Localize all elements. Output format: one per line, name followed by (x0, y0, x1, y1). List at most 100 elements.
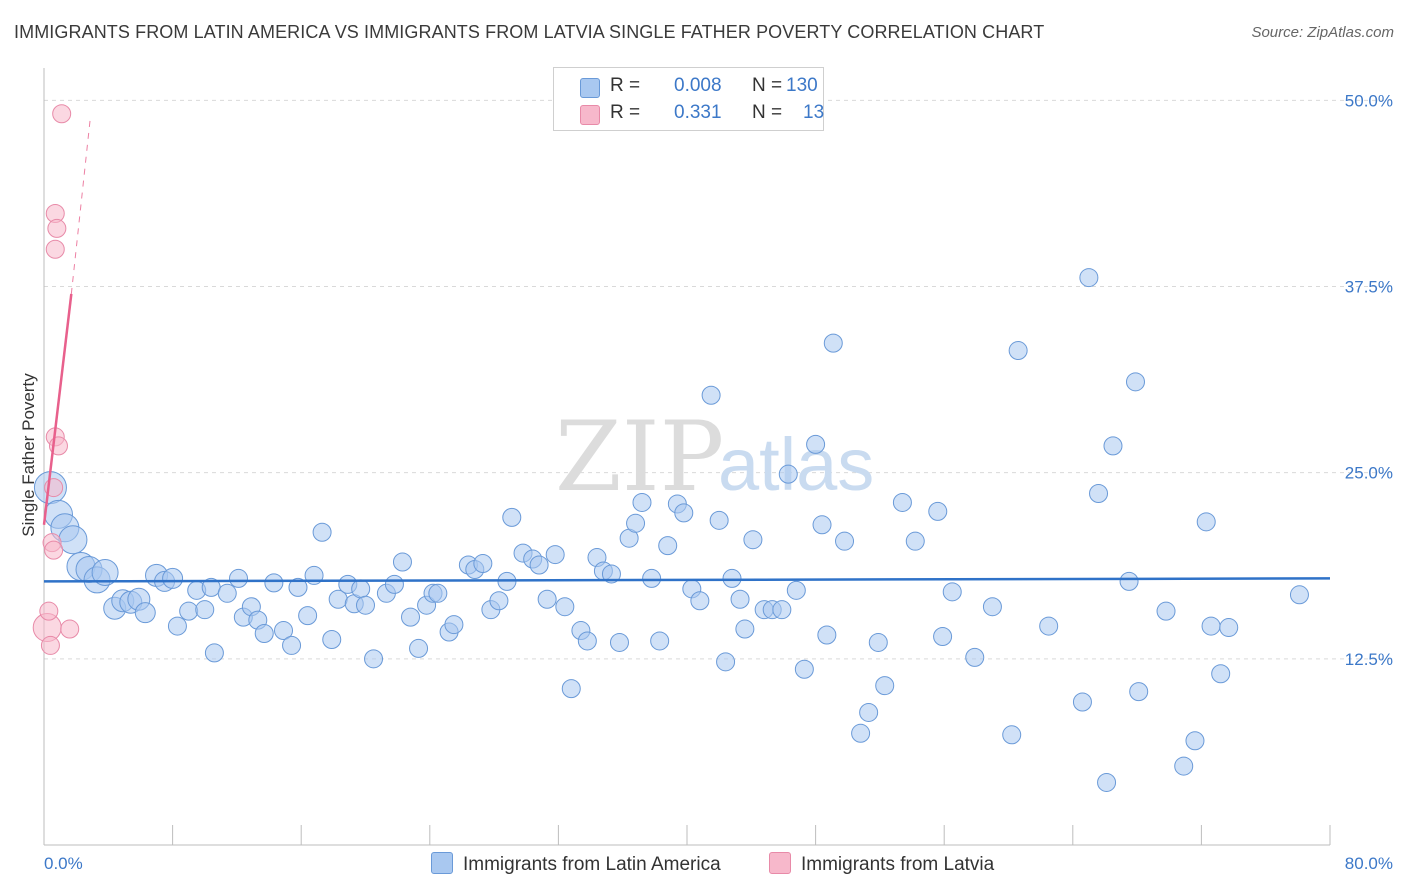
data-point (52, 104, 72, 124)
tick-labels: 12.5% 25.0% 37.5% 50.0% 0.0% 80.0% (44, 91, 1393, 873)
data-point (1079, 268, 1099, 288)
data-point (609, 632, 629, 652)
data-point (47, 218, 67, 238)
data-point (709, 510, 729, 530)
data-point (772, 600, 792, 620)
data-point (473, 554, 493, 574)
data-point (502, 507, 522, 527)
x-tick-label: 80.0% (1345, 854, 1393, 873)
x-tick-label: 0.0% (44, 854, 83, 873)
y-tick-label: 25.0% (1345, 464, 1393, 483)
data-point (965, 647, 985, 667)
data-point (401, 607, 421, 627)
data-point (162, 567, 184, 589)
data-point (1185, 731, 1205, 751)
data-point (264, 573, 284, 593)
data-point (288, 577, 308, 597)
data-point (561, 679, 581, 699)
legend-swatch-pink (580, 105, 600, 125)
legend-r-label: R = (610, 102, 641, 123)
data-point (392, 552, 412, 572)
data-point (722, 568, 742, 588)
data-point (545, 545, 565, 565)
data-point (690, 591, 710, 611)
y-tick-label: 12.5% (1345, 650, 1393, 669)
data-point (1103, 436, 1123, 456)
data-point (875, 676, 895, 696)
data-point (701, 385, 721, 405)
data-point (1125, 372, 1145, 392)
data-point (384, 574, 404, 594)
data-point (44, 540, 64, 560)
data-point (364, 649, 384, 669)
series-latvia-points (32, 104, 80, 655)
data-point (626, 513, 646, 533)
data-point (851, 723, 871, 743)
data-point (778, 464, 798, 484)
trend-line-latin-america (43, 577, 1331, 583)
data-point (351, 579, 371, 599)
data-point (942, 582, 962, 602)
data-point (322, 629, 342, 649)
legend-r-value: 0.331 (674, 102, 722, 123)
data-point (650, 631, 670, 651)
bottom-legend-swatch-pink (769, 852, 791, 874)
data-point (58, 525, 88, 555)
data-point (859, 702, 879, 722)
data-point (312, 522, 332, 542)
data-point (806, 434, 826, 454)
source-label: Source: ZipAtlas.com (1251, 24, 1394, 41)
data-point (601, 564, 621, 584)
data-point (1002, 725, 1022, 745)
legend-r-value: 0.008 (674, 75, 722, 96)
watermark: ZIP atlas (555, 401, 874, 513)
data-point (1039, 616, 1059, 636)
legend-r-label: R = (610, 75, 641, 96)
data-point (537, 589, 557, 609)
data-point (1119, 571, 1139, 591)
data-point (1072, 692, 1092, 712)
data-point (409, 638, 429, 658)
bottom-legend-latvia: Immigrants from Latvia (769, 852, 994, 876)
data-point (254, 624, 274, 644)
watermark-atlas: atlas (718, 423, 874, 506)
bottom-legend-label: Immigrants from Latin America (463, 854, 721, 875)
legend-n-label: N = (752, 102, 783, 123)
bottom-legend-latin-america: Immigrants from Latin America (431, 852, 721, 876)
data-point (674, 503, 694, 523)
legend-swatch-blue (580, 78, 600, 98)
data-point (1196, 512, 1216, 532)
legend-n-label: N = (752, 75, 783, 96)
bottom-legend-label: Immigrants from Latvia (801, 854, 995, 875)
y-tick-label: 50.0% (1345, 91, 1393, 110)
data-point (835, 531, 855, 551)
data-point (179, 601, 199, 621)
data-point (1089, 484, 1109, 504)
data-point (1211, 664, 1231, 684)
data-point (632, 492, 652, 512)
data-point (730, 589, 750, 609)
data-point (229, 568, 249, 588)
data-point (933, 626, 953, 646)
axes (43, 68, 1331, 846)
data-point (716, 652, 736, 672)
data-point (555, 597, 575, 617)
series-latin-america-points (33, 268, 1309, 792)
data-point (928, 501, 948, 521)
trend-lines (42, 115, 1331, 583)
data-point (204, 643, 224, 663)
data-point (40, 635, 60, 655)
data-point (45, 239, 65, 259)
data-point (274, 621, 294, 641)
data-point (642, 568, 662, 588)
data-point (735, 619, 755, 639)
data-point (823, 333, 843, 353)
data-point (786, 580, 806, 600)
data-point (428, 583, 448, 603)
data-point (39, 601, 59, 621)
data-point (868, 632, 888, 652)
data-point (1097, 772, 1117, 792)
data-point (817, 625, 837, 645)
data-point (794, 659, 814, 679)
data-point (1201, 616, 1221, 636)
